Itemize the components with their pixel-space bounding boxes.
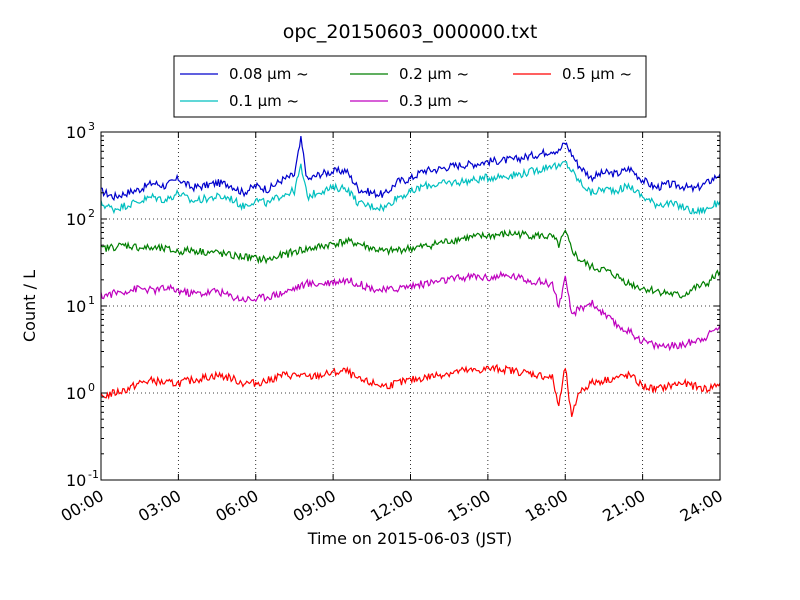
y-tick-label: 10 2: [66, 207, 95, 229]
legend-frame: [173, 55, 647, 118]
x-tick-label: 09:00: [290, 486, 339, 526]
grid-lines: [101, 132, 720, 480]
x-axis-label: Time on 2015-06-03 (JST): [307, 529, 512, 548]
legend-label: 0.2 μm ~: [399, 65, 469, 83]
legend-label: 0.5 μm ~: [562, 65, 632, 83]
x-tick-label: 15:00: [444, 486, 493, 526]
x-tick-label: 03:00: [135, 486, 184, 526]
series-line: [100, 160, 721, 216]
legend-label: 0.3 μm ~: [399, 92, 469, 110]
y-tick-label: 10 -1: [66, 468, 99, 490]
series-line: [100, 270, 721, 352]
x-tick-label: 12:00: [367, 486, 416, 526]
y-tick-label: 10 0: [66, 381, 95, 403]
x-tick-labels: 00:00 03:00 06:00 09:00 12:00 15:00 18:00 21:00…: [58, 486, 726, 526]
x-tick-label: 06:00: [212, 486, 261, 526]
series-line: [100, 228, 721, 299]
series-lines: [100, 136, 721, 417]
y-tick-label: 10 1: [66, 294, 95, 316]
x-tick-label: 24:00: [677, 486, 726, 526]
legend-label: 0.08 μm ~: [229, 65, 309, 83]
axis-ticks: [100, 132, 721, 481]
series-line: [100, 136, 721, 202]
chart-title: opc_20150603_000000.txt: [283, 21, 538, 43]
legend: 0.08 μm ~ 0.1 μm ~ 0.2 μm ~ 0.3 μm ~ 0.5 μm …: [173, 55, 647, 118]
series-line: [100, 363, 721, 417]
y-tick-label: 10 3: [66, 120, 95, 142]
y-axis-label: Count / L: [20, 270, 39, 342]
legend-label: 0.1 μm ~: [229, 92, 299, 110]
x-tick-label: 00:00: [58, 486, 107, 526]
x-tick-label: 21:00: [599, 486, 648, 526]
x-tick-label: 18:00: [522, 486, 571, 526]
